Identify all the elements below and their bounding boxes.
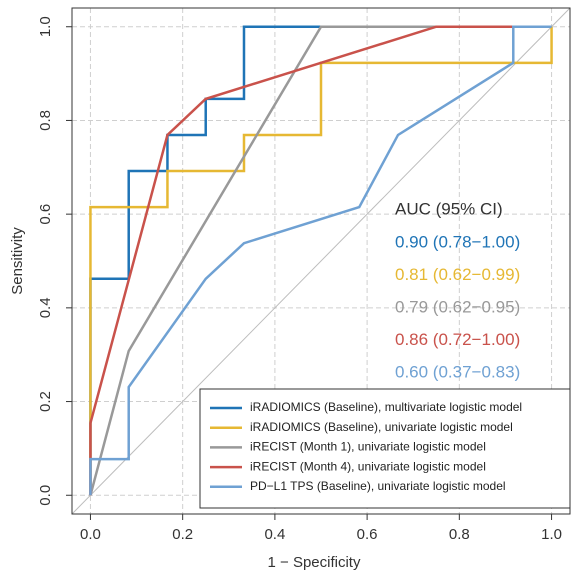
x-tick-label: 0.4 (264, 526, 285, 543)
legend-box (199, 388, 571, 509)
roc-curve (89, 25, 552, 496)
auc-label: 0.90 (0.78−1.00) (395, 232, 520, 251)
y-tick-label: 0.6 (37, 204, 54, 225)
x-tick-label: 1.0 (541, 526, 562, 543)
roc-curve (89, 25, 552, 496)
legend-label: iRADIOMICS (Baseline), multivariate logi… (250, 400, 522, 414)
plot-frame (71, 7, 571, 515)
x-tick-label: 0.8 (449, 526, 470, 543)
y-axis-label: Sensitivity (9, 227, 26, 295)
reference-diagonal (71, 7, 571, 515)
auc-label: 0.60 (0.37−0.83) (395, 362, 520, 381)
x-tick-label: 0.0 (80, 526, 101, 543)
y-tick-label: 0.0 (37, 485, 54, 506)
y-tick-label: 0.4 (37, 297, 54, 318)
auc-label: 0.79 (0.62−0.95) (395, 297, 520, 316)
roc-curve (89, 26, 553, 496)
auc-label: 0.86 (0.72−1.00) (395, 330, 520, 349)
y-tick-label: 0.2 (37, 391, 54, 412)
annotation-title: AUC (95% CI) (395, 199, 503, 218)
auc-label: 0.81 (0.62−0.99) (395, 265, 520, 284)
x-tick-label: 0.6 (357, 526, 378, 543)
x-tick-label: 0.2 (172, 526, 193, 543)
legend-label: iRADIOMICS (Baseline), univariate logist… (250, 420, 513, 434)
legend-label: PD−L1 TPS (Baseline), univariate logisti… (250, 479, 506, 493)
y-tick-label: 0.8 (37, 110, 54, 131)
x-axis-label: 1 − Specificity (268, 554, 361, 571)
y-tick-label: 1.0 (37, 16, 54, 37)
legend-label: iRECIST (Month 1), univariate logistic m… (250, 440, 486, 454)
legend-label: iRECIST (Month 4), univariate logistic m… (250, 459, 486, 473)
